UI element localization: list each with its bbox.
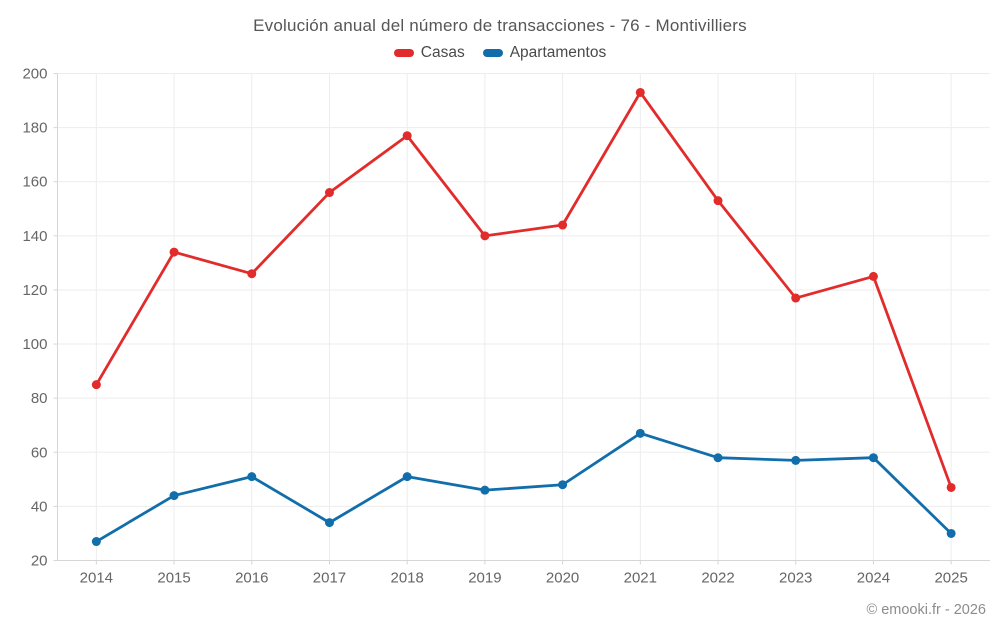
apartamentos-data-point	[402, 472, 412, 482]
apartamentos-data-point	[169, 491, 179, 501]
casas-data-point	[713, 196, 723, 206]
casas-data-point	[791, 293, 801, 303]
x-tick-label: 2023	[779, 570, 812, 587]
legend-label-casas: Casas	[420, 44, 465, 61]
y-tick-label: 100	[22, 336, 47, 353]
apartamentos-data-point	[480, 485, 490, 495]
chart-legend: Casas Apartamentos	[0, 44, 1000, 62]
casas-line	[94, 91, 953, 489]
casas-data-point	[169, 247, 179, 257]
casas-data-point	[868, 271, 878, 281]
y-tick-label: 60	[31, 444, 48, 461]
casas-data-point	[91, 380, 101, 390]
legend-item-apartamentos[interactable]: Apartamentos	[482, 44, 607, 62]
x-tick-label: 2021	[624, 570, 657, 587]
legend-item-casas[interactable]: Casas	[393, 44, 465, 62]
y-tick-label: 160	[22, 174, 47, 191]
x-tick-label: 2025	[934, 570, 967, 587]
casas-data-point	[635, 87, 645, 97]
x-tick-label: 2022	[701, 570, 734, 587]
x-tick-label: 2024	[857, 570, 890, 587]
x-tick-label: 2016	[235, 570, 268, 587]
apartamentos-data-point	[324, 518, 334, 528]
y-tick-label: 120	[22, 282, 47, 299]
y-tick-label: 140	[22, 228, 47, 245]
apartamentos-data-point	[946, 528, 956, 538]
x-tick-label: 2019	[468, 570, 501, 587]
y-tick-label: 40	[31, 498, 48, 515]
apartamentos-data-point	[91, 537, 101, 547]
apartamentos-data-point	[791, 455, 801, 465]
y-tick-label: 80	[31, 390, 48, 407]
casas-data-point	[324, 188, 334, 198]
apartamentos-swatch-icon	[482, 49, 503, 57]
apartamentos-data-point	[868, 453, 878, 463]
apartamentos-data-point	[558, 480, 568, 490]
apartamentos-data-point	[247, 472, 257, 482]
y-tick-label: 200	[22, 66, 47, 83]
apartamentos-line	[94, 431, 953, 543]
apartamentos-data-point	[635, 428, 645, 438]
x-tick-label: 2017	[313, 570, 346, 587]
x-tick-label: 2018	[391, 570, 424, 587]
copyright-footer: © emooki.fr - 2026	[866, 602, 986, 618]
casas-data-point	[558, 220, 568, 230]
casas-data-point	[247, 269, 257, 279]
y-tick-label: 20	[31, 553, 48, 570]
casas-data-point	[480, 231, 490, 241]
casas-swatch-icon	[393, 49, 414, 57]
casas-data-point	[946, 482, 956, 492]
x-tick-label: 2020	[546, 570, 579, 587]
y-tick-label: 180	[22, 120, 47, 137]
x-tick-label: 2015	[157, 570, 190, 587]
casas-data-point	[402, 131, 412, 141]
apartamentos-data-point	[713, 453, 723, 463]
chart-title: Evolución anual del número de transaccio…	[253, 16, 747, 35]
x-tick-label: 2014	[80, 570, 113, 587]
legend-label-apartamentos: Apartamentos	[509, 44, 607, 61]
